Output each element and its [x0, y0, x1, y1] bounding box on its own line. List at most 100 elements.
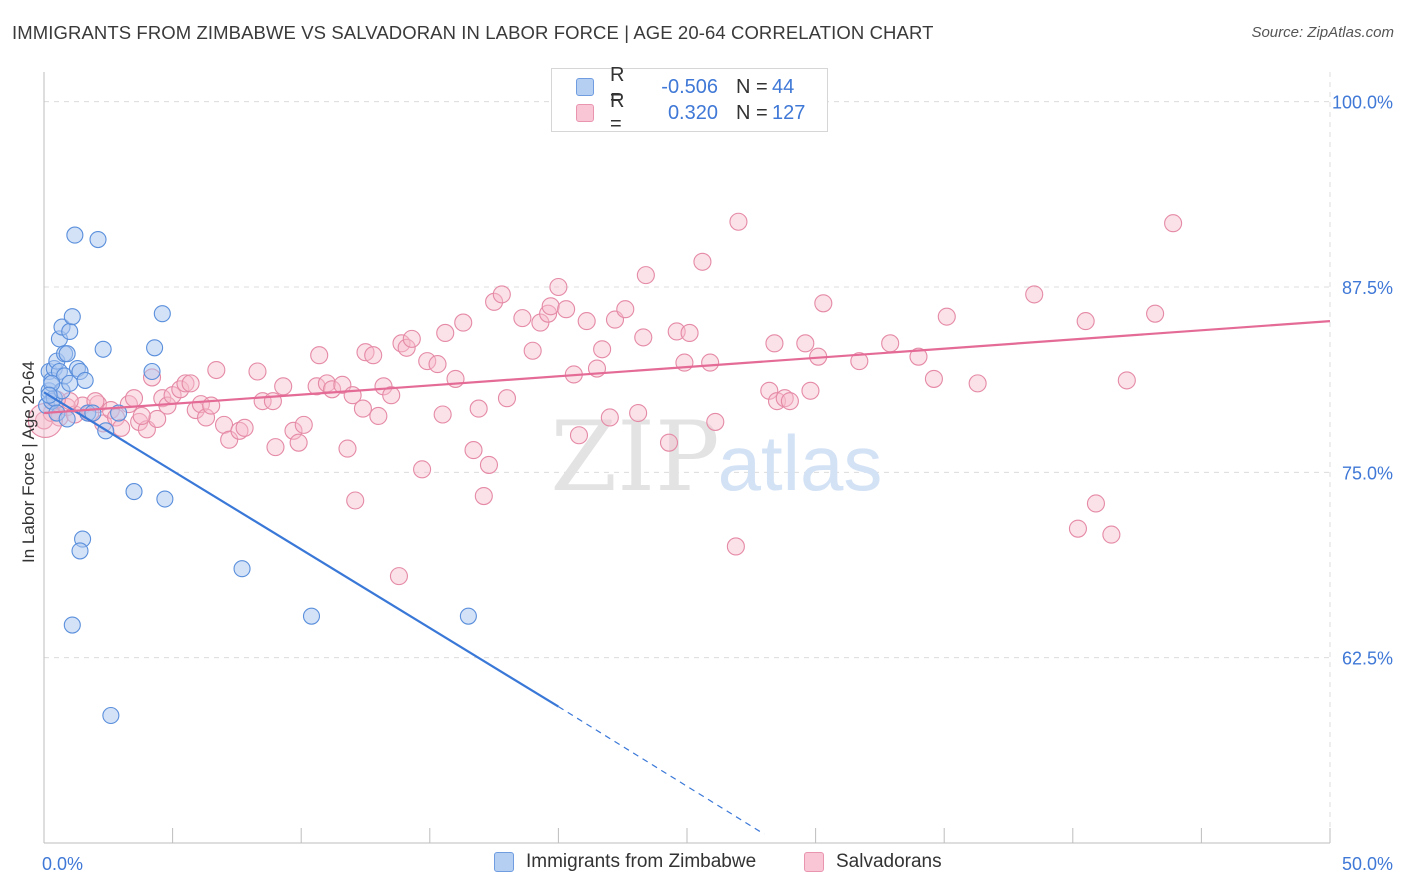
salvadoran-point — [485, 292, 504, 311]
salvadoran-point — [289, 433, 308, 452]
legend-row-salvadoran: R = 0.320 N = 127 — [576, 90, 812, 135]
legend-label-salvadorans: Salvadorans — [836, 851, 942, 872]
zimbabwe-trend-extension — [558, 706, 765, 835]
salvadoran-point — [680, 323, 699, 343]
salvadoran-point — [937, 307, 956, 326]
legend-r-value: -0.506 — [661, 75, 718, 98]
salvadoran-point — [729, 212, 748, 231]
zimbabwe-point — [102, 706, 120, 725]
salvadoran-point — [593, 340, 612, 359]
salvadoran-point — [436, 323, 455, 343]
salvadoran-point — [294, 415, 313, 434]
legend-row-zimbabwe: R = -0.506 N = 44 — [576, 64, 812, 109]
x-tick-label: 0.0% — [42, 854, 83, 874]
salvadoran-point — [402, 329, 421, 348]
salvadoran-point — [112, 418, 131, 437]
legend-swatch-blue — [576, 78, 594, 96]
salvadoran-point — [307, 377, 326, 396]
legend-item-salvadorans[interactable]: Salvadorans — [804, 851, 942, 873]
salvadoran-point — [726, 537, 745, 556]
axes — [43, 72, 1331, 844]
legend-n-value: 127 — [772, 101, 806, 124]
salvadoran-point — [1164, 214, 1183, 233]
salvadoran-point — [539, 304, 558, 323]
salvadoran-point — [659, 433, 679, 452]
legend-swatch-pink — [576, 104, 594, 122]
salvadoran-point — [397, 338, 416, 357]
salvadoran-point — [220, 430, 239, 449]
trend-lines — [43, 319, 1331, 835]
salvadoran-point — [479, 455, 499, 474]
salvadoran-point — [124, 389, 144, 408]
source-label: Source: ZipAtlas.com — [1251, 24, 1394, 41]
salvadoran-point — [469, 399, 488, 418]
y-tick-label: 62.5% — [1342, 649, 1393, 669]
salvadoran-point — [346, 491, 365, 510]
salvadoran-point — [775, 389, 794, 408]
zimbabwe-point — [66, 226, 84, 244]
salvadoran-point — [428, 355, 447, 374]
salvadoran-point — [369, 406, 388, 426]
watermark-atlas: atlas — [718, 419, 883, 507]
y-tick-label: 75.0% — [1342, 463, 1393, 483]
salvadoran-point — [474, 486, 493, 506]
legend-label-zimbabwe: Immigrants from Zimbabwe — [526, 851, 757, 872]
salvadoran-point — [569, 426, 589, 445]
salvadoran-point — [541, 297, 560, 316]
zimbabwe-point — [76, 371, 94, 389]
tick-labels: 62.5% 75.0% 87.5% 100.0% 0.0% 50.0% — [42, 93, 1393, 874]
chart-title: IMMIGRANTS FROM ZIMBABWE VS SALVADORAN I… — [12, 22, 934, 43]
salvadoran-point — [909, 347, 928, 366]
salvadoran-point — [780, 392, 799, 411]
salvadoran-trend-line — [43, 319, 1331, 415]
zimbabwe-point — [71, 542, 89, 560]
salvadoran-point — [171, 380, 190, 399]
salvadoran-point — [636, 266, 655, 285]
salvadoran-point — [274, 377, 293, 396]
salvadoran-point — [577, 312, 596, 331]
salvadoran-point — [968, 374, 987, 393]
legend-r-value: 0.320 — [667, 101, 718, 124]
salvadoran-point — [850, 352, 869, 371]
zimbabwe-point — [125, 483, 143, 501]
salvadoran-point — [132, 406, 151, 426]
legend-n-value: 44 — [772, 75, 795, 98]
salvadoran-point — [207, 360, 226, 380]
series-legend: Immigrants from Zimbabwe Salvadorans — [0, 851, 1406, 877]
y-tick-label: 87.5% — [1342, 278, 1393, 298]
salvadoran-point — [796, 334, 815, 353]
salvadoran-point — [389, 567, 408, 586]
zimbabwe-trend-line — [43, 391, 559, 708]
salvadoran-point — [881, 334, 900, 353]
legend-n-label: N = — [736, 101, 768, 124]
salvadoran-point — [266, 438, 285, 457]
salvadoran-point — [353, 399, 372, 418]
salvadoran-point — [176, 374, 195, 393]
salvadoran-point — [1146, 304, 1165, 323]
x-tick-label: 50.0% — [1342, 854, 1393, 874]
zimbabwe-point — [143, 362, 161, 381]
salvadoran-point — [196, 408, 216, 427]
salvadoran-point — [513, 309, 532, 328]
salvadoran-point — [1076, 312, 1095, 331]
zimbabwe-point — [233, 560, 251, 578]
salvadoran-point — [600, 408, 619, 427]
legend-item-zimbabwe[interactable]: Immigrants from Zimbabwe — [494, 851, 756, 873]
salvadoran-point — [549, 277, 568, 297]
salvadoran-point — [701, 353, 720, 372]
salvadoran-point — [181, 374, 200, 393]
y-tick-label: 100.0% — [1332, 93, 1393, 113]
salvadoran-point — [418, 352, 437, 371]
salvadoran-points — [27, 212, 1183, 586]
legend-swatch-blue — [494, 852, 514, 872]
salvadoran-point — [557, 300, 576, 319]
zimbabwe-point — [63, 308, 81, 326]
salvadoran-point — [382, 386, 401, 405]
zimbabwe-point — [63, 616, 81, 634]
zimbabwe-points — [38, 226, 477, 725]
salvadoran-point — [1025, 285, 1044, 304]
salvadoran-point — [693, 252, 712, 271]
correlation-legend: R = -0.506 N = 44 R = 0.320 N = 127 — [551, 64, 828, 135]
watermark-zip: ZIP — [550, 401, 719, 513]
salvadoran-point — [284, 421, 303, 440]
